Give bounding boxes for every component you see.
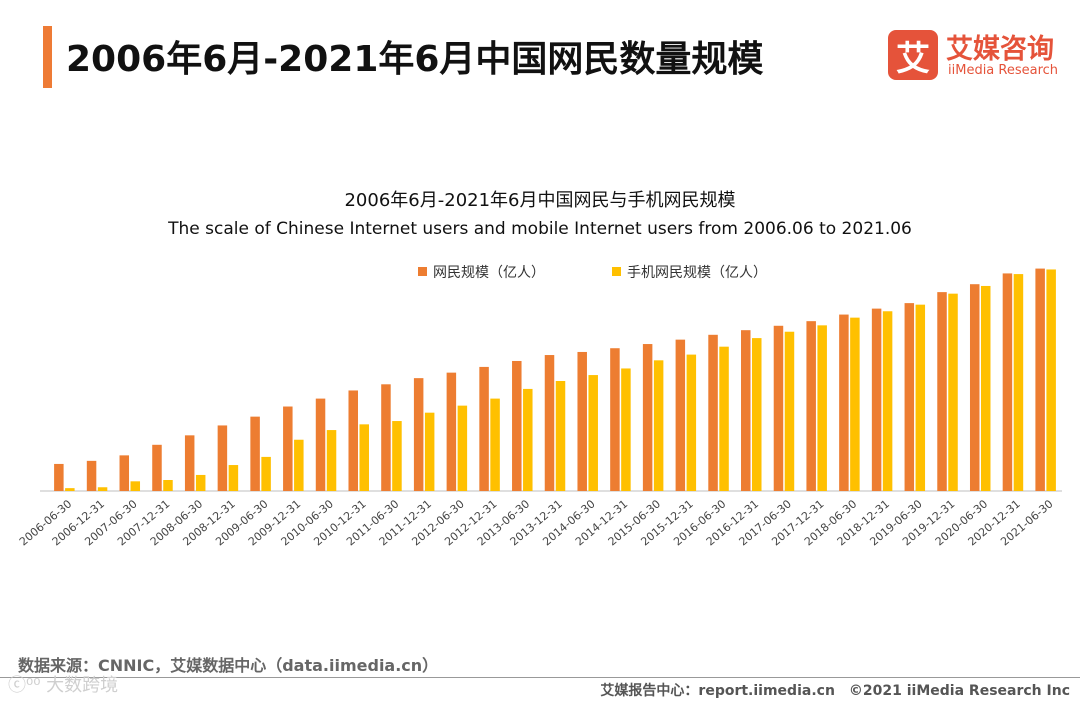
logo-mark-icon: 艾 <box>888 30 938 80</box>
bar-mobile-users-2007-06-30 <box>130 481 141 491</box>
bar-internet-users-2018-12-31 <box>871 308 882 491</box>
chart-legend: 网民规模（亿人） 手机网民规模（亿人） <box>0 262 1080 282</box>
bar-mobile-users-2006-12-31 <box>97 487 108 491</box>
bar-internet-users-2017-06-30 <box>773 325 784 491</box>
bar-internet-users-2019-06-30 <box>904 303 915 491</box>
bar-mobile-users-2012-06-30 <box>457 405 468 491</box>
bar-chart: 2006-06-302006-12-312007-06-302007-12-31… <box>17 268 1062 548</box>
footer-divider <box>0 677 1080 678</box>
bar-mobile-users-2015-12-31 <box>686 354 697 491</box>
bar-internet-users-2019-12-31 <box>937 292 947 491</box>
bar-internet-users-2016-06-30 <box>708 334 718 491</box>
bar-mobile-users-2015-06-30 <box>653 360 664 491</box>
brand-logo[interactable]: 艾 艾媒咨询 iiMedia Research <box>888 30 1063 82</box>
bar-internet-users-2015-12-31 <box>675 339 686 491</box>
bar-internet-users-2012-06-30 <box>446 372 457 491</box>
chart-subtitle: The scale of Chinese Internet users and … <box>168 219 912 239</box>
bar-internet-users-2010-06-30 <box>315 398 326 491</box>
bar-mobile-users-2009-12-31 <box>294 439 304 491</box>
bar-mobile-users-2017-12-31 <box>817 325 827 491</box>
bar-internet-users-2007-12-31 <box>152 444 162 491</box>
bar-mobile-users-2019-12-31 <box>948 293 958 491</box>
legend-swatch-mobile-users <box>612 267 621 276</box>
bar-internet-users-2008-06-30 <box>184 435 195 491</box>
legend-item-internet-users: 网民规模（亿人） <box>418 262 545 282</box>
logo-name-cn: 艾媒咨询 <box>946 34 1054 65</box>
data-source: 数据来源：CNNIC，艾媒数据中心（data.iimedia.cn） <box>18 656 439 675</box>
bar-mobile-users-2021-06-30 <box>1046 269 1056 491</box>
bar-mobile-users-2016-12-31 <box>752 338 762 491</box>
bar-mobile-users-2014-12-31 <box>621 368 631 491</box>
bar-internet-users-2010-12-31 <box>348 390 358 491</box>
bar-mobile-users-2007-12-31 <box>163 480 173 491</box>
watermark: ⓒ⁰⁰ 大数跨境 <box>8 675 119 696</box>
bar-internet-users-2009-12-31 <box>283 406 293 491</box>
bar-internet-users-2014-06-30 <box>577 351 587 491</box>
bar-mobile-users-2006-06-30 <box>65 488 75 491</box>
bar-internet-users-2020-12-31 <box>1002 273 1013 491</box>
bar-mobile-users-2013-06-30 <box>523 388 533 491</box>
bar-mobile-users-2010-12-31 <box>359 424 369 491</box>
logo-name-en: iiMedia Research <box>948 63 1059 78</box>
bar-internet-users-2011-06-30 <box>381 384 391 491</box>
bar-mobile-users-2017-06-30 <box>784 331 795 491</box>
copyright: ©2021 iiMedia Research Inc <box>848 683 1070 699</box>
bar-mobile-users-2011-12-31 <box>424 412 435 491</box>
bar-internet-users-2014-12-31 <box>610 348 620 491</box>
bar-internet-users-2008-12-31 <box>217 425 228 491</box>
footer-info: 艾媒报告中心：report.iimedia.cn ©2021 iiMedia Re… <box>586 680 1070 700</box>
title-accent-bar <box>43 26 52 88</box>
bar-internet-users-2017-12-31 <box>806 321 816 491</box>
bar-internet-users-2012-12-31 <box>479 366 489 491</box>
bar-mobile-users-2016-06-30 <box>719 346 729 491</box>
bar-mobile-users-2010-06-30 <box>326 430 337 491</box>
chart-title: 2006年6月-2021年6月中国网民与手机网民规模 <box>344 190 736 211</box>
bar-mobile-users-2011-06-30 <box>392 421 402 491</box>
bar-mobile-users-2018-06-30 <box>850 317 860 491</box>
bar-mobile-users-2008-06-30 <box>195 474 206 491</box>
bar-mobile-users-2009-06-30 <box>261 456 271 491</box>
bar-mobile-users-2019-06-30 <box>915 304 926 491</box>
report-center-link[interactable]: 艾媒报告中心：report.iimedia.cn <box>600 683 835 699</box>
bar-internet-users-2013-06-30 <box>512 360 522 491</box>
bar-mobile-users-2020-06-30 <box>980 285 991 491</box>
bar-internet-users-2020-06-30 <box>969 284 980 491</box>
bar-internet-users-2021-06-30 <box>1035 268 1045 491</box>
bar-internet-users-2016-12-31 <box>741 330 751 491</box>
bar-internet-users-2015-06-30 <box>642 344 653 491</box>
bar-internet-users-2006-12-31 <box>86 460 97 491</box>
bar-internet-users-2007-06-30 <box>119 455 130 491</box>
bar-internet-users-2006-06-30 <box>54 463 64 491</box>
bar-mobile-users-2012-12-31 <box>490 398 500 491</box>
bar-mobile-users-2020-12-31 <box>1013 274 1024 491</box>
bar-internet-users-2009-06-30 <box>250 416 260 491</box>
legend-label-internet-users: 网民规模（亿人） <box>433 265 545 281</box>
bar-mobile-users-2018-12-31 <box>882 311 893 491</box>
bar-internet-users-2018-06-30 <box>839 314 849 491</box>
bar-mobile-users-2008-12-31 <box>228 465 239 491</box>
bar-mobile-users-2014-06-30 <box>588 375 598 491</box>
legend-label-mobile-users: 手机网民规模（亿人） <box>627 265 767 281</box>
bar-internet-users-2011-12-31 <box>413 378 424 491</box>
legend-item-mobile-users: 手机网民规模（亿人） <box>612 262 767 282</box>
legend-swatch-internet-users <box>418 267 427 276</box>
page-title: 2006年6月-2021年6月中国网民数量规模 <box>66 39 764 80</box>
bar-mobile-users-2013-12-31 <box>555 381 566 491</box>
bar-internet-users-2013-12-31 <box>544 355 555 491</box>
